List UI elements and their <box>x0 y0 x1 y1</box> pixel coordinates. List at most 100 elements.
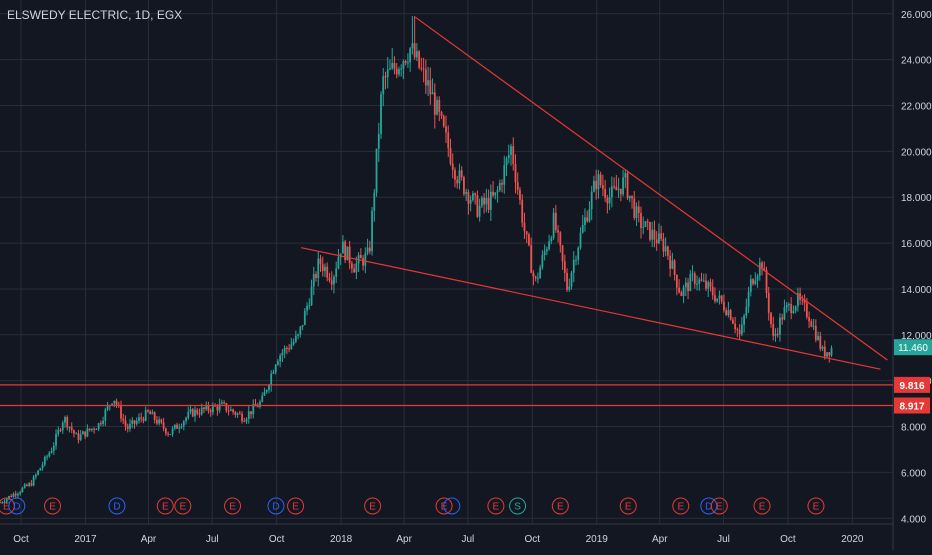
candle-body <box>796 293 799 307</box>
earnings-event-marker[interactable]: E <box>619 497 637 515</box>
candle-body <box>131 420 134 424</box>
candle-body <box>761 262 763 268</box>
candle-body <box>330 280 333 285</box>
candle-body <box>794 306 797 311</box>
earnings-event-marker[interactable]: E <box>364 497 382 515</box>
candle-body <box>171 428 174 435</box>
candle-body <box>664 246 667 252</box>
candle-body <box>776 333 779 335</box>
event-circle <box>108 497 126 515</box>
candle-body <box>310 286 313 306</box>
earnings-event-marker[interactable]: E <box>174 497 192 515</box>
candle-body <box>539 267 542 279</box>
candle-body <box>104 409 107 421</box>
x-tick-label: Oct <box>780 534 796 545</box>
earnings-event-marker[interactable]: E <box>551 497 569 515</box>
y-tick-label: 14.000 <box>901 285 932 296</box>
candle-body <box>216 406 219 411</box>
earnings-event-marker[interactable]: E <box>44 497 62 515</box>
candle-body <box>182 421 185 427</box>
event-label: E <box>179 502 186 513</box>
candle-body <box>595 180 598 190</box>
candle-body <box>23 484 26 488</box>
candle-body <box>270 373 273 386</box>
upper-trendline <box>414 16 888 361</box>
candle-body <box>622 177 624 195</box>
candle-body <box>301 325 304 327</box>
earnings-event-marker[interactable]: E <box>753 497 771 515</box>
candle-body <box>563 261 566 273</box>
candle-body <box>745 306 748 316</box>
candle-body <box>628 195 631 199</box>
candle-body <box>501 182 503 185</box>
candle-body <box>785 305 788 308</box>
earnings-event-marker[interactable]: E <box>487 497 505 515</box>
event-circle <box>44 497 62 515</box>
earnings-event-marker[interactable]: E <box>224 497 242 515</box>
candle-body <box>317 258 320 279</box>
candle-body <box>758 262 761 276</box>
x-tick-label: Oct <box>525 534 541 545</box>
dividend-event-marker[interactable] <box>443 497 461 515</box>
candle-body <box>608 197 611 204</box>
candle-body <box>362 258 364 266</box>
dividend-event-marker[interactable]: D <box>108 497 126 515</box>
candle-body <box>711 286 714 296</box>
candle-body <box>247 411 250 419</box>
candle-body <box>102 420 104 424</box>
candle-body <box>180 426 183 428</box>
candle-body <box>393 62 396 69</box>
candle-body <box>328 277 331 281</box>
candle-body <box>350 263 353 269</box>
candle-body <box>335 268 338 277</box>
candle-body <box>337 257 340 269</box>
candle-body <box>384 76 387 78</box>
event-circle <box>267 497 285 515</box>
earnings-event-marker[interactable]: E <box>807 497 825 515</box>
candle-body <box>808 317 810 322</box>
earnings-event-marker[interactable]: E <box>156 497 174 515</box>
candle-body <box>790 304 793 314</box>
candle-body <box>644 221 647 227</box>
earnings-event-marker[interactable]: E <box>0 497 15 515</box>
candle-body <box>187 411 190 418</box>
candle-body <box>28 483 31 486</box>
split-event-marker[interactable]: S <box>509 497 527 515</box>
level-badge <box>894 376 930 393</box>
candle-body <box>487 197 490 210</box>
last-price-badge <box>894 339 932 356</box>
candle-body <box>514 163 517 183</box>
candle-body <box>288 348 291 350</box>
candle-body <box>297 334 299 336</box>
candle-body <box>285 347 288 349</box>
candle-body <box>826 352 828 357</box>
event-circle <box>700 497 718 515</box>
candle-body <box>43 456 46 465</box>
candle-body <box>516 182 519 190</box>
candle-body <box>467 191 470 204</box>
earnings-event-marker[interactable]: E <box>287 497 305 515</box>
candle-body <box>651 229 654 240</box>
candle-body <box>82 431 84 435</box>
candle-body <box>140 417 143 419</box>
dividend-event-marker[interactable]: D <box>700 497 718 515</box>
candle-body <box>234 412 237 415</box>
candle-body <box>631 195 633 199</box>
candle-body <box>142 418 145 421</box>
candle-body <box>366 247 369 254</box>
candle-body <box>705 280 707 289</box>
earnings-event-marker[interactable]: E <box>672 497 690 515</box>
event-circle <box>364 497 382 515</box>
event-label: E <box>162 502 169 513</box>
earnings-event-marker[interactable]: E <box>710 497 728 515</box>
dividend-event-marker[interactable]: D <box>8 497 26 515</box>
candle-body <box>263 391 266 396</box>
candle-body <box>155 419 158 424</box>
candle-body <box>460 170 463 178</box>
dividend-event-marker[interactable]: D <box>267 497 285 515</box>
candle-body <box>21 487 24 493</box>
candle-body <box>400 68 403 70</box>
